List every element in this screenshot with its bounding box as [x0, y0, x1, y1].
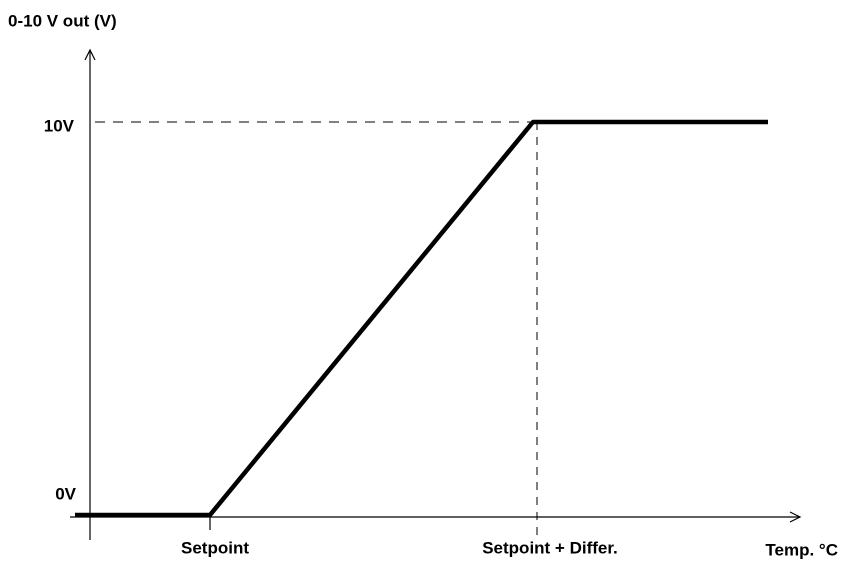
x-axis-label: Temp. °C — [765, 540, 838, 559]
x-axis-arrow — [789, 511, 802, 523]
y-axis-label: 0-10 V out (V) — [8, 11, 117, 30]
x-tick-label: Setpoint — [181, 538, 249, 557]
y-tick-label: 0V — [55, 484, 76, 503]
y-tick-label: 10V — [44, 116, 75, 135]
response-line — [75, 119, 768, 518]
x-tick-label: Setpoint + Differ. — [482, 538, 618, 557]
y-axis-arrow — [84, 48, 96, 61]
